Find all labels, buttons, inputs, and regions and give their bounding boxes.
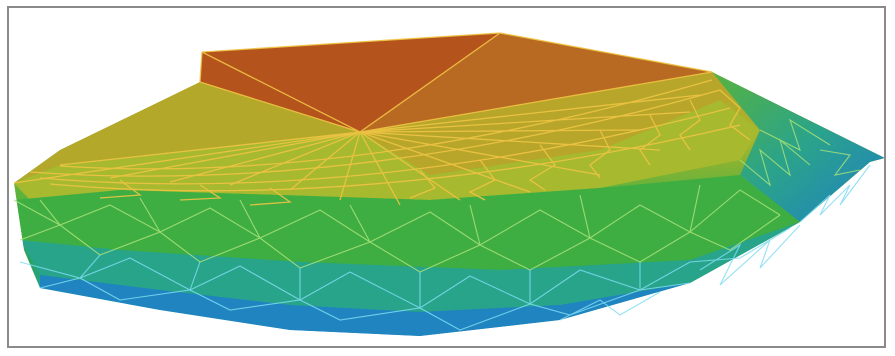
- teal-band: [20, 222, 800, 312]
- plateau-right: [360, 33, 720, 132]
- mesh-body: [13, 32, 885, 336]
- mesh-edges-cool: [19, 164, 871, 331]
- upper-fan-right: [360, 72, 730, 175]
- blue-band: [40, 275, 690, 336]
- upper-fan-left: [14, 82, 360, 183]
- mesh-edges-green: [13, 118, 861, 273]
- mesh-edges-warm: [13, 32, 751, 206]
